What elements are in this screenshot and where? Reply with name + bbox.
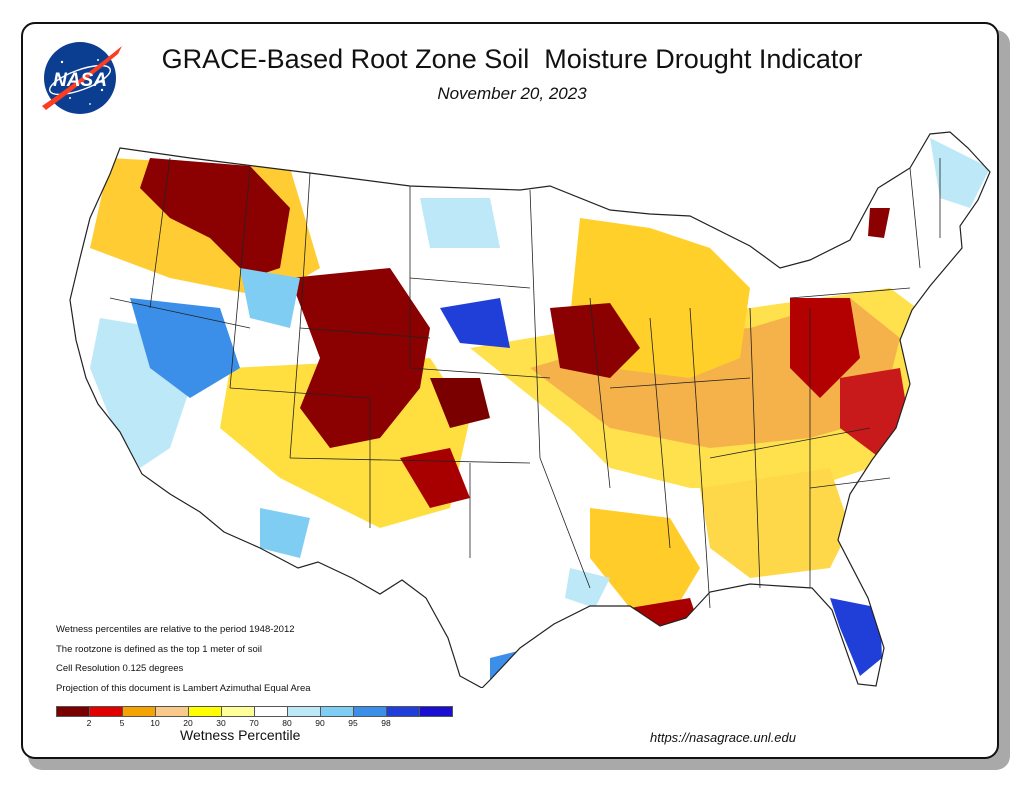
us-drought-map bbox=[69, 131, 991, 688]
nasa-logo-icon: NASA bbox=[42, 42, 122, 114]
legend-color-bar bbox=[56, 706, 456, 717]
legend-swatch bbox=[221, 706, 255, 717]
legend-swatch bbox=[254, 706, 288, 717]
note-line: Projection of this document is Lambert A… bbox=[56, 682, 311, 694]
legend-tick-label: 90 bbox=[315, 718, 325, 728]
note-line: The rootzone is defined as the top 1 met… bbox=[56, 643, 262, 655]
legend-swatch bbox=[188, 706, 222, 717]
legend-tick-label: 80 bbox=[282, 718, 292, 728]
legend-tick-label: 20 bbox=[183, 718, 193, 728]
legend-swatch bbox=[122, 706, 156, 717]
legend: 2 5 10 20 30 70 80 90 95 98 bbox=[56, 706, 456, 729]
svg-text:NASA: NASA bbox=[53, 70, 107, 91]
legend-tick-label: 2 bbox=[86, 718, 92, 728]
legend-tick-label: 10 bbox=[150, 718, 160, 728]
legend-tick-label: 95 bbox=[348, 718, 358, 728]
legend-swatch bbox=[320, 706, 354, 717]
legend-swatch bbox=[386, 706, 420, 717]
legend-tick-label: 30 bbox=[216, 718, 226, 728]
legend-swatch bbox=[56, 706, 90, 717]
legend-tick-label: 70 bbox=[249, 718, 259, 728]
legend-label: Wetness Percentile bbox=[180, 727, 301, 743]
legend-swatch bbox=[287, 706, 321, 717]
legend-ticks: 2 5 10 20 30 70 80 90 95 98 bbox=[56, 717, 456, 729]
source-url: https://nasagrace.unl.edu bbox=[650, 730, 796, 745]
note-line: Wetness percentiles are relative to the … bbox=[56, 624, 295, 635]
legend-tick-label: 98 bbox=[381, 718, 391, 728]
map-notes: Wetness percentiles are relative to the … bbox=[56, 620, 311, 698]
legend-tick-label: 5 bbox=[119, 718, 125, 728]
legend-swatch bbox=[155, 706, 189, 717]
legend-swatch bbox=[353, 706, 387, 717]
map-date: November 20, 2023 bbox=[437, 84, 587, 103]
legend-swatch bbox=[419, 706, 453, 717]
note-line: Cell Resolution 0.125 degrees bbox=[56, 663, 184, 674]
map-title: GRACE-Based Root Zone Soil Moisture Drou… bbox=[161, 44, 863, 74]
legend-swatch bbox=[89, 706, 123, 717]
